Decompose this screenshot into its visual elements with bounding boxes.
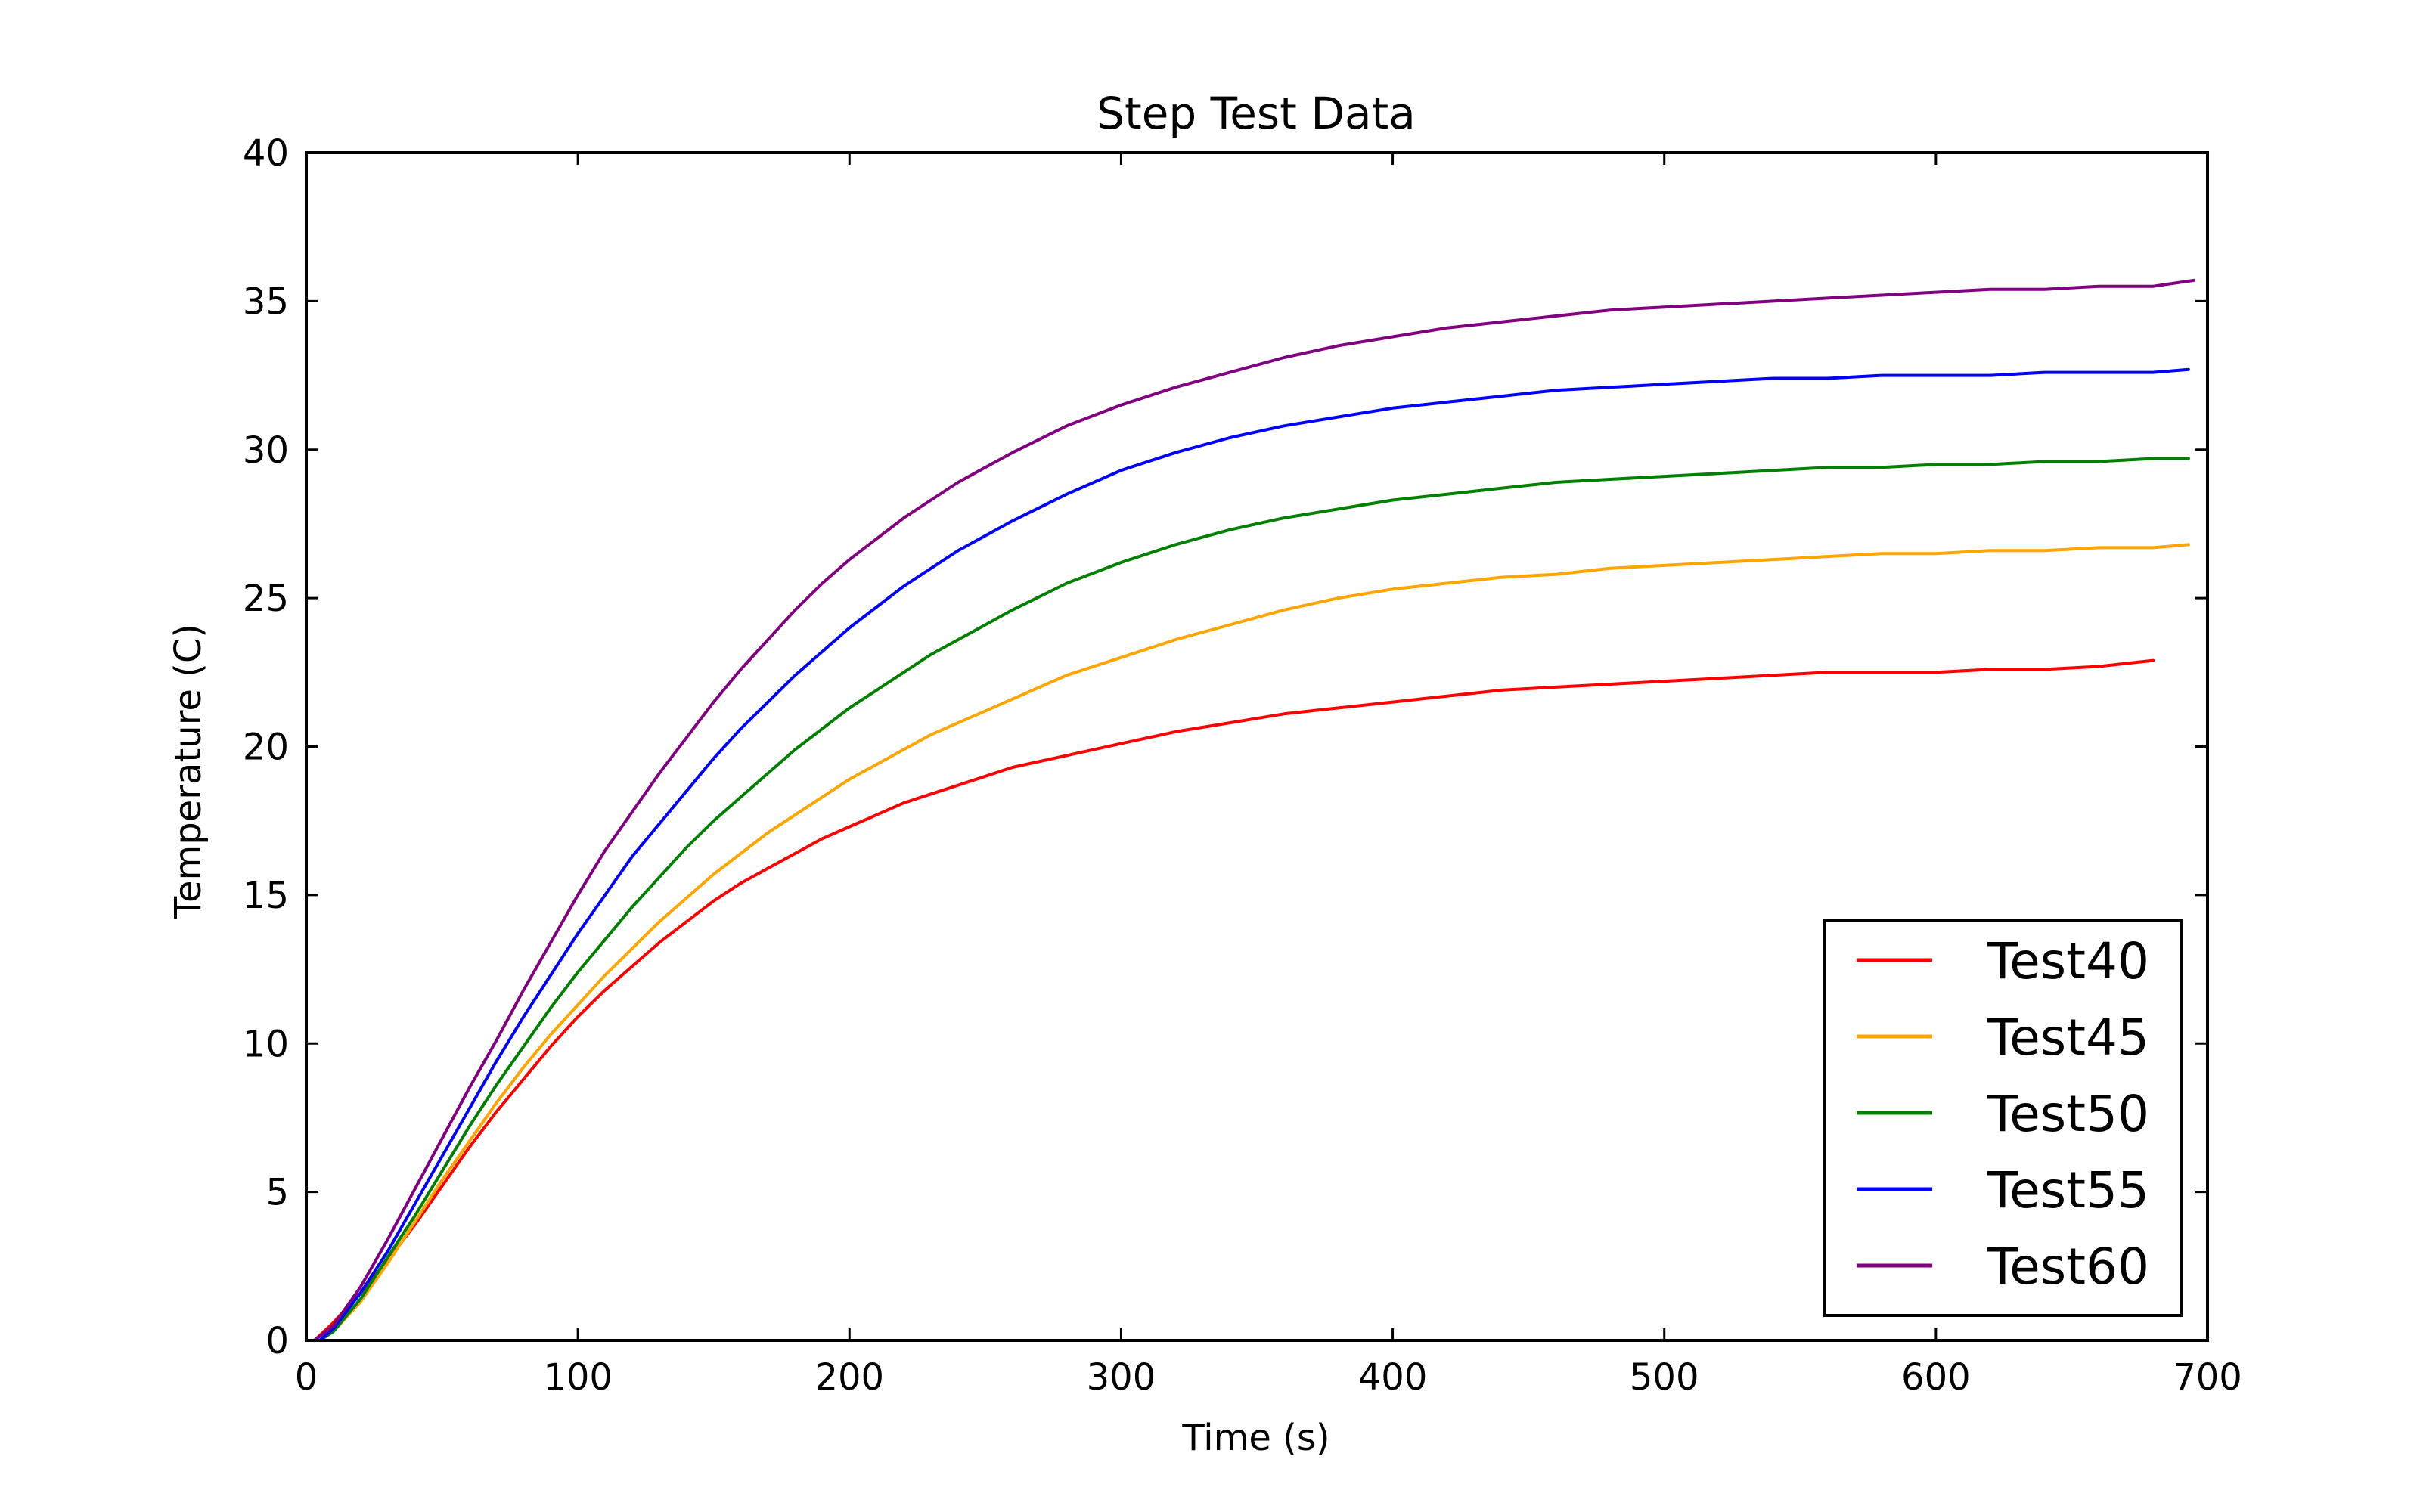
y-tick-label: 15 bbox=[243, 875, 289, 917]
legend-label: Test60 bbox=[1987, 1238, 2149, 1296]
y-axis-title: Temperature (C) bbox=[167, 624, 209, 919]
y-tick-label: 25 bbox=[243, 578, 289, 620]
y-tick-label: 35 bbox=[243, 280, 289, 323]
y-tick-label: 40 bbox=[243, 132, 289, 175]
legend-label: Test50 bbox=[1987, 1085, 2149, 1143]
x-tick-label: 600 bbox=[1901, 1356, 1971, 1399]
series-line-test45 bbox=[318, 543, 2190, 1342]
series-line-test50 bbox=[318, 457, 2190, 1342]
x-tick-label: 100 bbox=[543, 1356, 613, 1399]
legend-label: Test55 bbox=[1987, 1161, 2149, 1219]
chart-title: Step Test Data bbox=[1097, 88, 1416, 139]
series-lines bbox=[312, 278, 2195, 1342]
series-line-test55 bbox=[318, 367, 2190, 1342]
x-tick-label: 500 bbox=[1630, 1356, 1699, 1399]
y-tick-label: 20 bbox=[243, 727, 289, 769]
x-axis-title: Time (s) bbox=[1181, 1417, 1329, 1459]
legend-box bbox=[1823, 919, 2183, 1317]
series-line-test40 bbox=[312, 658, 2155, 1342]
x-tick-label: 0 bbox=[295, 1356, 318, 1399]
series-line-test60 bbox=[312, 278, 2195, 1342]
y-tick-label: 30 bbox=[243, 429, 289, 472]
y-tick-label: 5 bbox=[265, 1172, 289, 1214]
x-tick-label: 300 bbox=[1087, 1356, 1156, 1399]
y-tick-label: 10 bbox=[243, 1023, 289, 1065]
x-tick-label: 700 bbox=[2173, 1356, 2242, 1399]
plot-frame bbox=[305, 151, 2209, 1342]
x-tick-labels: 0 100 200 300 400 500 600 700 bbox=[295, 1356, 2242, 1399]
x-tick-label: 200 bbox=[814, 1356, 884, 1399]
legend-label: Test40 bbox=[1987, 932, 2149, 990]
legend-label: Test45 bbox=[1987, 1009, 2149, 1067]
legend-items: Test40 Test45 Test50 Test55 Test60 bbox=[1857, 932, 2149, 1296]
y-tick-labels: 0 5 10 15 20 25 30 35 40 bbox=[243, 132, 289, 1362]
x-tick-label: 400 bbox=[1358, 1356, 1428, 1399]
y-tick-label: 0 bbox=[265, 1320, 289, 1362]
legend: Test40 Test45 Test50 Test55 Test60 bbox=[1823, 919, 2183, 1317]
